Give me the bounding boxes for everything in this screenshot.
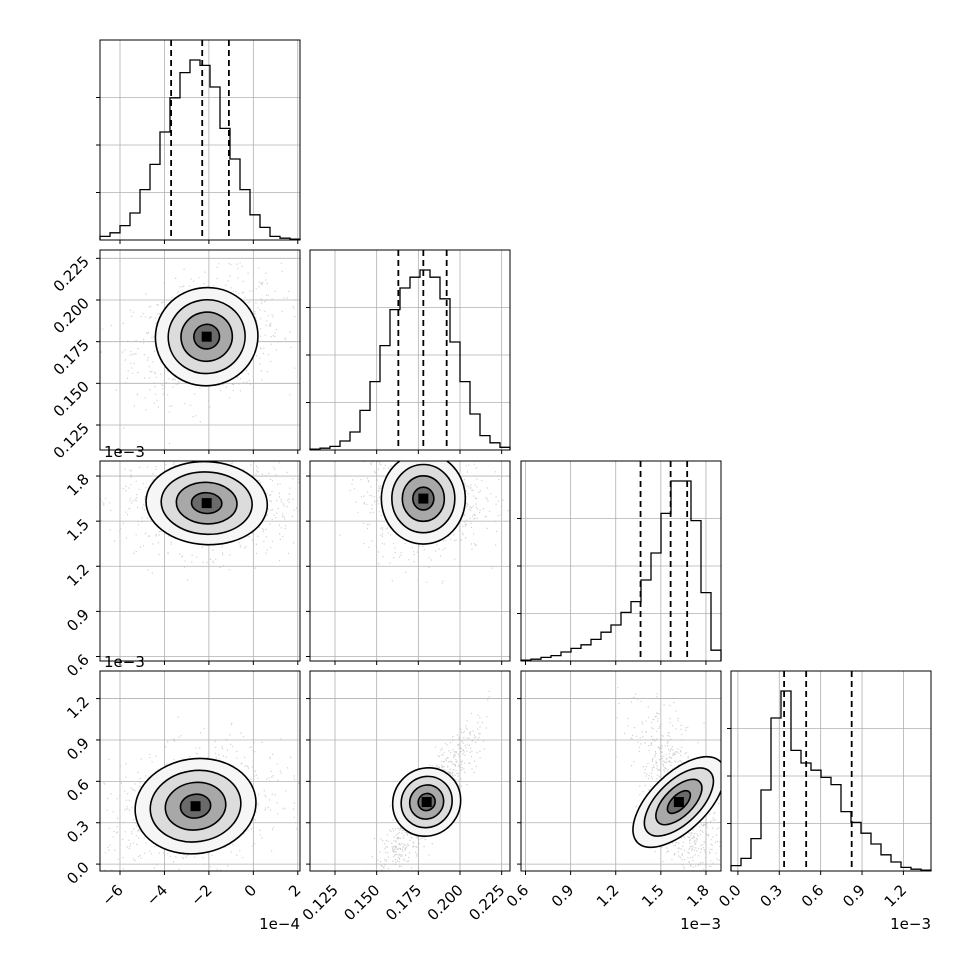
panel-frame (309, 460, 511, 662)
panel-frame (309, 249, 511, 451)
panel-1-0 (96, 249, 301, 454)
panel-inner (100, 262, 297, 445)
x-tick-label: 0.225 (465, 881, 508, 924)
y-tick-label: 0.125 (50, 419, 93, 462)
panel-3-0 (96, 670, 301, 875)
x-axis-offset: 1e−3 (890, 915, 931, 933)
x-tick-label: 1.5 (638, 881, 668, 911)
panel-3-1 (306, 670, 511, 875)
panel-frame (99, 460, 301, 662)
y-tick-label: 0.150 (50, 377, 93, 420)
x-tick-label: 0.150 (340, 881, 383, 924)
y-axis-offset: 1e−3 (104, 653, 145, 671)
panel-inner (615, 687, 721, 871)
panel-background (731, 671, 931, 871)
panel-inner (103, 716, 300, 871)
panel-inner (100, 461, 300, 581)
y-tick-label: 1.8 (63, 470, 93, 500)
y-tick-label: 0.9 (63, 734, 93, 764)
y-axis-offset: 1e−3 (104, 443, 145, 461)
panel-frame (99, 249, 301, 451)
x-axis-offset: 1e−4 (259, 915, 300, 933)
panel-3-3 (727, 670, 932, 875)
panel-background (100, 40, 300, 240)
panel-3-2 (517, 670, 722, 875)
histogram-step (730, 690, 932, 871)
x-tick-label: 1.8 (683, 881, 713, 911)
x-axis-offset: 1e−3 (680, 915, 721, 933)
panel-frame (520, 460, 722, 662)
panel-2-1 (306, 460, 511, 665)
panel-frame (99, 39, 301, 241)
density-peak (421, 797, 432, 808)
x-tick-label: 0.9 (839, 881, 869, 911)
x-tick-label: −2 (187, 881, 215, 909)
panel-inner (366, 690, 490, 871)
x-tick-label: 2 (285, 881, 304, 900)
y-tick-label: 0.0 (63, 858, 93, 888)
x-tick-label: 0.125 (299, 881, 342, 924)
histogram-step (520, 480, 722, 661)
panel-background (310, 671, 510, 871)
x-tick-label: 0.200 (424, 881, 467, 924)
x-tick-label: 0.0 (715, 881, 745, 911)
y-tick-label: 0.175 (50, 336, 93, 379)
panel-frame (309, 670, 511, 872)
x-tick-label: −6 (98, 881, 126, 909)
density-peak (190, 801, 201, 812)
y-tick-label: 0.200 (50, 294, 93, 337)
panel-frame (520, 670, 722, 872)
x-tick-label: 0.9 (548, 881, 578, 911)
y-tick-label: 0.3 (63, 817, 93, 847)
x-tick-label: 0.6 (798, 881, 828, 911)
density-peak (673, 797, 684, 808)
x-tick-label: −4 (143, 881, 171, 909)
panel-0-0 (96, 39, 301, 244)
panel-1-1 (306, 249, 511, 454)
density-peak (418, 493, 429, 504)
y-tick-label: 0.6 (63, 651, 93, 681)
histogram-step (99, 59, 301, 240)
density-peak (201, 498, 212, 509)
x-tick-label: 0.3 (757, 881, 787, 911)
x-tick-label: 0 (241, 881, 260, 900)
histogram-step (309, 269, 511, 450)
y-tick-label: 1.2 (63, 560, 93, 590)
x-tick-label: 1.2 (593, 881, 623, 911)
x-tick-label: 0.175 (382, 881, 425, 924)
panel-inner (335, 461, 509, 585)
y-tick-label: 1.2 (63, 693, 93, 723)
y-tick-label: 1.5 (63, 515, 93, 545)
y-tick-label: 0.225 (50, 252, 93, 295)
panel-2-0 (96, 460, 301, 665)
y-tick-label: 0.6 (63, 775, 93, 805)
y-tick-label: 0.9 (63, 605, 93, 635)
panel-frame (99, 670, 301, 872)
density-peak (201, 331, 212, 342)
x-tick-label: 1.2 (881, 881, 911, 911)
panel-2-2 (517, 460, 722, 665)
panel-frame (730, 670, 932, 872)
x-tick-label: 0.6 (503, 881, 533, 911)
